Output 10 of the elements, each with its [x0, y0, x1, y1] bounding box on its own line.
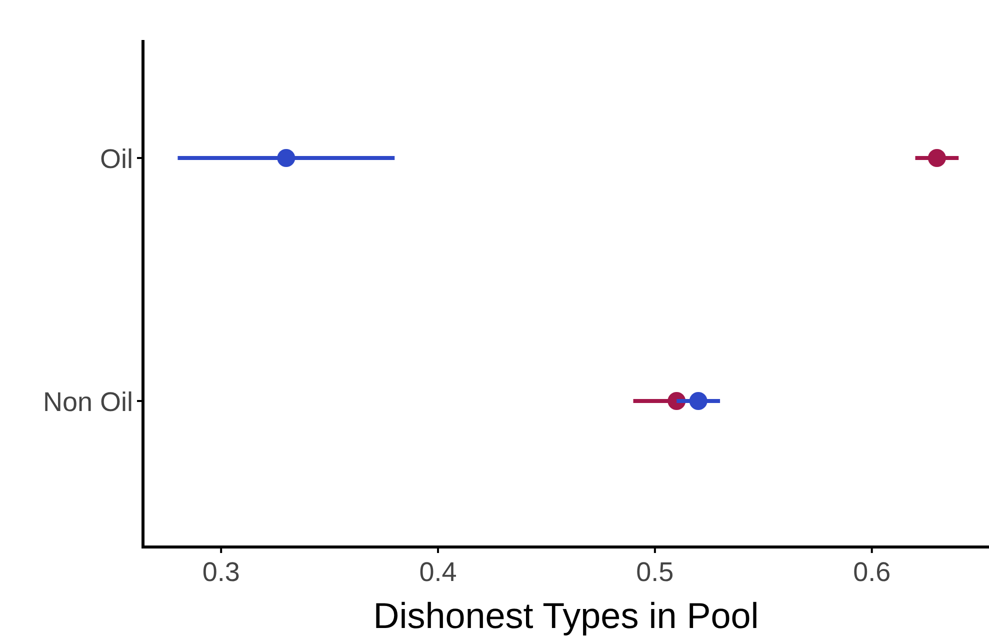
- y-tick-label: Oil: [100, 144, 133, 174]
- point: [928, 149, 946, 167]
- x-tick-label: 0.4: [419, 557, 457, 587]
- y-tick-label: Non Oil: [42, 387, 133, 417]
- point: [277, 149, 296, 167]
- x-tick-label: 0.5: [636, 557, 674, 587]
- point: [689, 392, 708, 410]
- x-tick-label: 0.6: [853, 557, 891, 587]
- x-tick-label: 0.3: [202, 557, 240, 587]
- x-axis-title: Dishonest Types in Pool: [373, 595, 759, 636]
